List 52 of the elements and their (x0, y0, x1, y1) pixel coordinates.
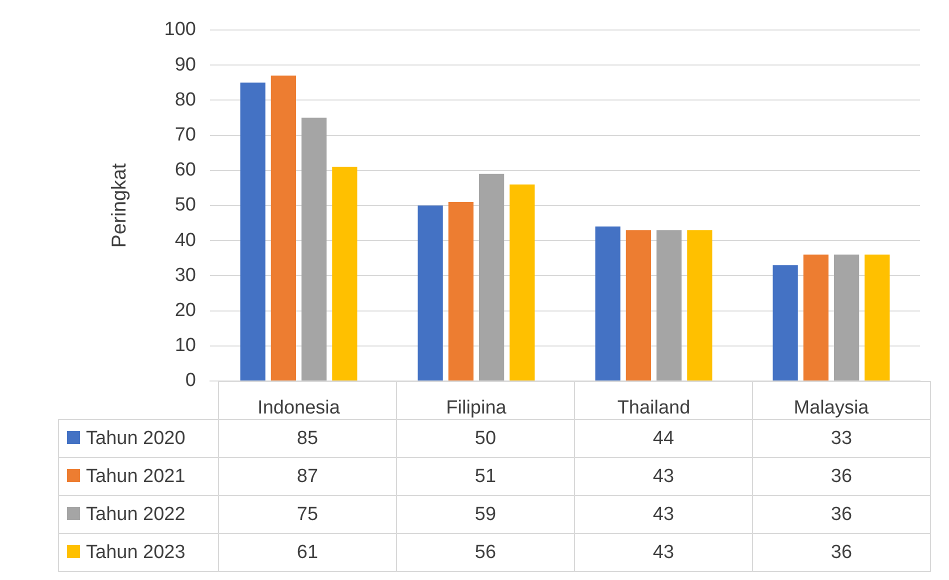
y-tick-label: 40 (174, 230, 196, 251)
bar (772, 265, 798, 380)
y-tick-label: 100 (164, 19, 196, 40)
data-label: 44 (574, 420, 752, 458)
x-tick-label: Filipina (446, 398, 507, 419)
x-tick-label: Indonesia (258, 398, 340, 419)
y-tick-label: 70 (174, 124, 196, 146)
data-label: 56 (396, 534, 574, 572)
data-label: 33 (752, 420, 930, 458)
data-label: 36 (752, 496, 930, 534)
bar (418, 206, 443, 380)
bar (240, 82, 266, 380)
y-tick-label: 90 (174, 54, 196, 76)
bar (834, 254, 860, 380)
y-tick-label: 10 (174, 335, 196, 356)
y-tick-label: 50 (174, 194, 196, 216)
data-label: 36 (752, 458, 930, 496)
bar (864, 254, 890, 380)
data-label: 59 (396, 496, 574, 534)
bar (270, 76, 296, 380)
bar (656, 230, 682, 380)
legend-label: Tahun 2022 (86, 504, 186, 524)
bar (448, 202, 474, 380)
data-label: 87 (218, 458, 396, 496)
y-axis-title: Peringkat (108, 162, 131, 248)
bar (510, 184, 535, 380)
y-tick-label: 20 (174, 300, 196, 322)
legend-label: Tahun 2021 (86, 466, 186, 486)
bar (687, 230, 712, 380)
legend-label: Tahun 2023 (86, 542, 186, 562)
data-label: 61 (218, 534, 396, 572)
data-label: 75 (218, 496, 396, 534)
y-tick-label: 80 (174, 89, 196, 110)
x-tick-label: Malaysia (794, 398, 870, 419)
data-label: 43 (574, 458, 752, 496)
bar (332, 166, 358, 380)
data-label: 43 (574, 534, 752, 572)
data-label: 36 (752, 534, 930, 572)
x-tick-label: Thailand (617, 398, 690, 419)
bar (803, 254, 828, 380)
bar (479, 174, 504, 380)
y-tick-label: 30 (174, 264, 196, 286)
y-tick-label: 60 (174, 160, 196, 181)
data-label: 51 (396, 458, 574, 496)
data-label: 50 (396, 420, 574, 458)
legend-label: Tahun 2020 (86, 428, 186, 448)
bar (302, 118, 327, 380)
bar (595, 226, 620, 380)
data-label: 85 (218, 420, 396, 458)
y-tick-label: 0 (185, 370, 196, 392)
bar (626, 230, 651, 380)
data-label: 43 (574, 496, 752, 534)
